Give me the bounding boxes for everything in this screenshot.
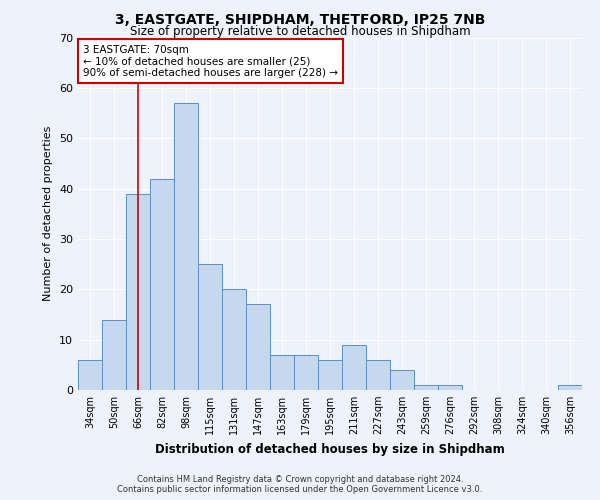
Bar: [270, 355, 294, 390]
Bar: [558, 385, 582, 390]
Bar: [366, 360, 390, 390]
Text: 3 EASTGATE: 70sqm
← 10% of detached houses are smaller (25)
90% of semi-detached: 3 EASTGATE: 70sqm ← 10% of detached hous…: [83, 44, 338, 78]
Bar: [246, 304, 270, 390]
X-axis label: Distribution of detached houses by size in Shipdham: Distribution of detached houses by size …: [155, 442, 505, 456]
Bar: [198, 264, 222, 390]
Bar: [342, 344, 366, 390]
Text: 3, EASTGATE, SHIPDHAM, THETFORD, IP25 7NB: 3, EASTGATE, SHIPDHAM, THETFORD, IP25 7N…: [115, 12, 485, 26]
Bar: [102, 320, 126, 390]
Bar: [126, 194, 150, 390]
Bar: [414, 385, 438, 390]
Y-axis label: Number of detached properties: Number of detached properties: [43, 126, 53, 302]
Bar: [318, 360, 342, 390]
Bar: [294, 355, 318, 390]
Text: Size of property relative to detached houses in Shipdham: Size of property relative to detached ho…: [130, 25, 470, 38]
Bar: [174, 103, 198, 390]
Bar: [222, 290, 246, 390]
Bar: [390, 370, 414, 390]
Text: Contains HM Land Registry data © Crown copyright and database right 2024.
Contai: Contains HM Land Registry data © Crown c…: [118, 474, 482, 494]
Bar: [438, 385, 462, 390]
Bar: [150, 178, 174, 390]
Bar: [78, 360, 102, 390]
